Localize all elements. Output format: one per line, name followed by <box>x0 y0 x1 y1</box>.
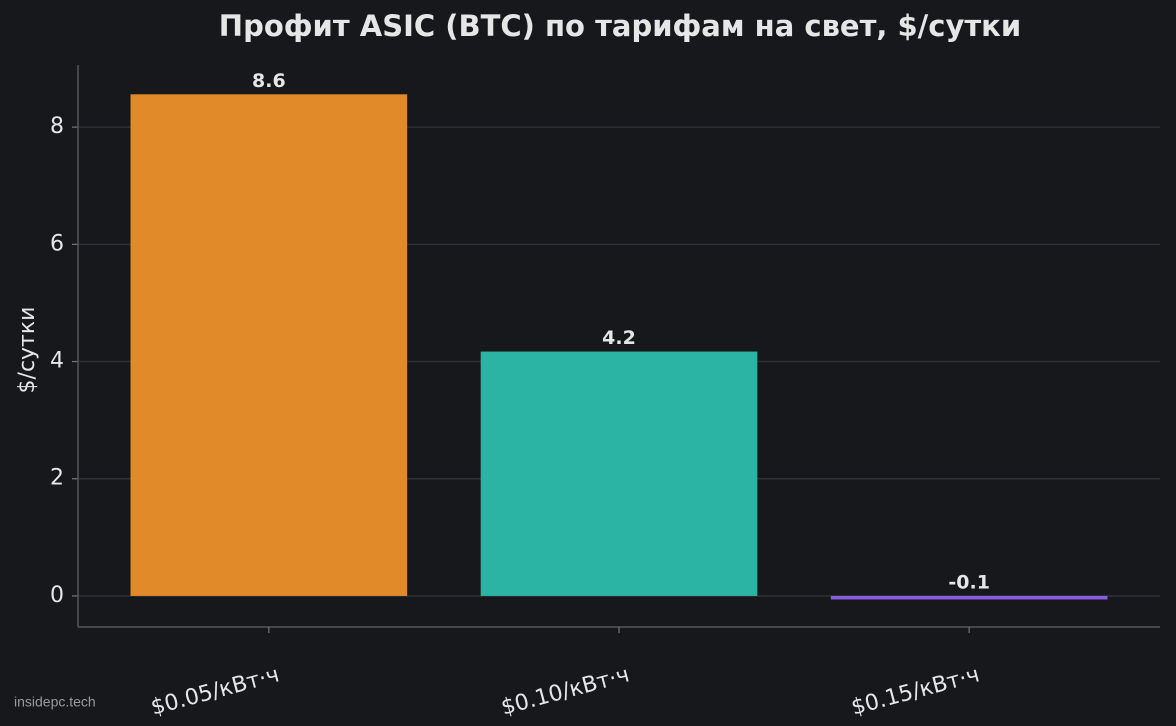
y-tick-label: 2 <box>50 466 64 491</box>
watermark: insidepc.tech <box>14 694 96 710</box>
value-label: -0.1 <box>948 571 990 593</box>
bar <box>480 351 758 596</box>
value-label: 4.2 <box>602 327 636 349</box>
chart-title: Профит ASIC (BTC) по тарифам на свет, $/… <box>219 9 1021 43</box>
bar <box>130 94 408 596</box>
y-tick-label: 0 <box>50 583 64 608</box>
y-tick-label: 6 <box>50 231 64 256</box>
y-tick-label: 4 <box>50 349 64 374</box>
value-label: 8.6 <box>252 70 286 92</box>
y-axis-label: $/сутки <box>15 307 40 394</box>
bar <box>830 595 1108 600</box>
y-tick-label: 8 <box>50 114 64 139</box>
